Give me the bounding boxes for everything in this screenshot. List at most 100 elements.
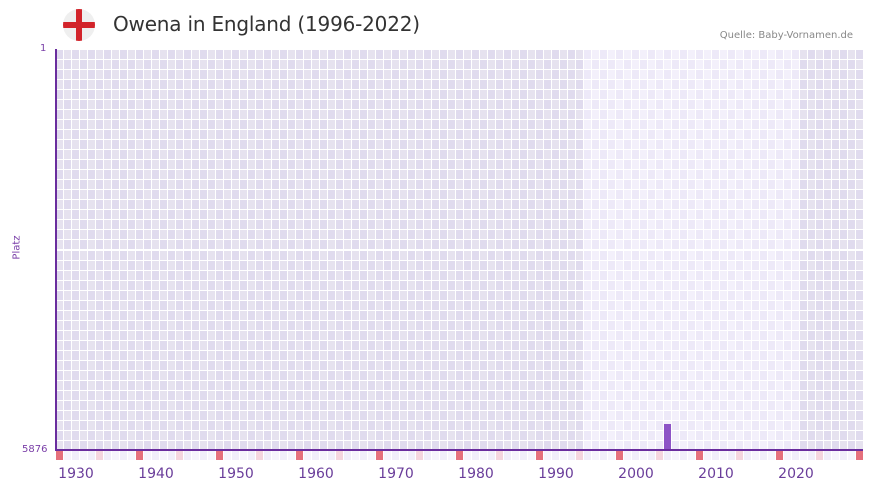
grid-cell [192,411,199,420]
grid-cell [632,220,639,229]
grid-cell [648,431,655,440]
grid-cell [736,371,743,380]
grid-cell [584,60,591,69]
grid-cell [216,170,223,179]
grid-cell [256,110,263,119]
grid-cell [240,321,247,330]
grid-cell [432,311,439,320]
grid-cell [200,291,207,300]
grid-cell [816,391,823,400]
grid-cell [640,210,647,219]
grid-cell [456,170,463,179]
grid-cell [424,311,431,320]
grid-cell [200,130,207,139]
grid-cell [512,271,519,280]
grid-cell [576,421,583,430]
grid-cell [648,150,655,159]
grid-cell [344,150,351,159]
grid-cell [752,281,759,290]
grid-cell [824,411,831,420]
grid-cell [168,401,175,410]
grid-cell [64,110,71,119]
grid-cell [800,251,807,260]
grid-cell [832,180,839,189]
grid-cell [328,381,335,390]
grid-cell [784,441,791,450]
grid-cell [800,110,807,119]
grid-cell [416,80,423,89]
grid-cell [720,411,727,420]
grid-cell [128,180,135,189]
grid-cell [80,70,87,79]
grid-cell [224,80,231,89]
grid-cell [168,190,175,199]
grid-cell [272,391,279,400]
grid-cell [824,441,831,450]
grid-cell [352,281,359,290]
grid-cell [720,70,727,79]
grid-cell [592,291,599,300]
grid-cell [328,60,335,69]
grid-cell [352,291,359,300]
grid-cell [136,261,143,270]
grid-cell [168,341,175,350]
grid-cell [520,341,527,350]
grid-cell [704,120,711,129]
grid-cell [280,261,287,270]
grid-cell [528,251,535,260]
grid-cell [264,351,271,360]
grid-cell [256,120,263,129]
grid-cell [152,120,159,129]
grid-cell [744,60,751,69]
grid-cell [288,291,295,300]
grid-cell [216,321,223,330]
grid-cell [760,130,767,139]
grid-cell [152,251,159,260]
grid-cell [520,140,527,149]
grid-cell [536,381,543,390]
grid-cell [176,170,183,179]
grid-cell [232,240,239,249]
grid-cell [664,200,671,209]
grid-cell [688,251,695,260]
grid-cell [800,271,807,280]
grid-cell [248,100,255,109]
grid-cell [432,90,439,99]
grid-cell [560,120,567,129]
grid-cell [480,50,487,59]
grid-cell [496,341,503,350]
grid-cell [592,100,599,109]
grid-cell [72,311,79,320]
grid-cell [288,180,295,189]
grid-cell [712,421,719,430]
grid-cell [272,281,279,290]
grid-cell [144,311,151,320]
grid-cell [568,331,575,340]
grid-cell [696,321,703,330]
grid-cell [448,291,455,300]
grid-cell [736,210,743,219]
grid-cell [568,311,575,320]
grid-cell [296,441,303,450]
grid-cell [456,240,463,249]
grid-cell [240,311,247,320]
grid-cell [360,140,367,149]
grid-cell [384,210,391,219]
grid-cell [264,160,271,169]
grid-cell [144,190,151,199]
grid-cell [232,140,239,149]
grid-cell [856,170,863,179]
grid-cell [504,341,511,350]
grid-cell [264,230,271,239]
grid-cell [320,271,327,280]
grid-cell [856,100,863,109]
grid-cell [480,170,487,179]
grid-cell [592,331,599,340]
grid-cell [200,341,207,350]
grid-cell [200,80,207,89]
grid-cell [296,301,303,310]
grid-cell [328,291,335,300]
rank-bar[interactable] [664,424,671,450]
grid-cell [512,180,519,189]
grid-cell [536,281,543,290]
